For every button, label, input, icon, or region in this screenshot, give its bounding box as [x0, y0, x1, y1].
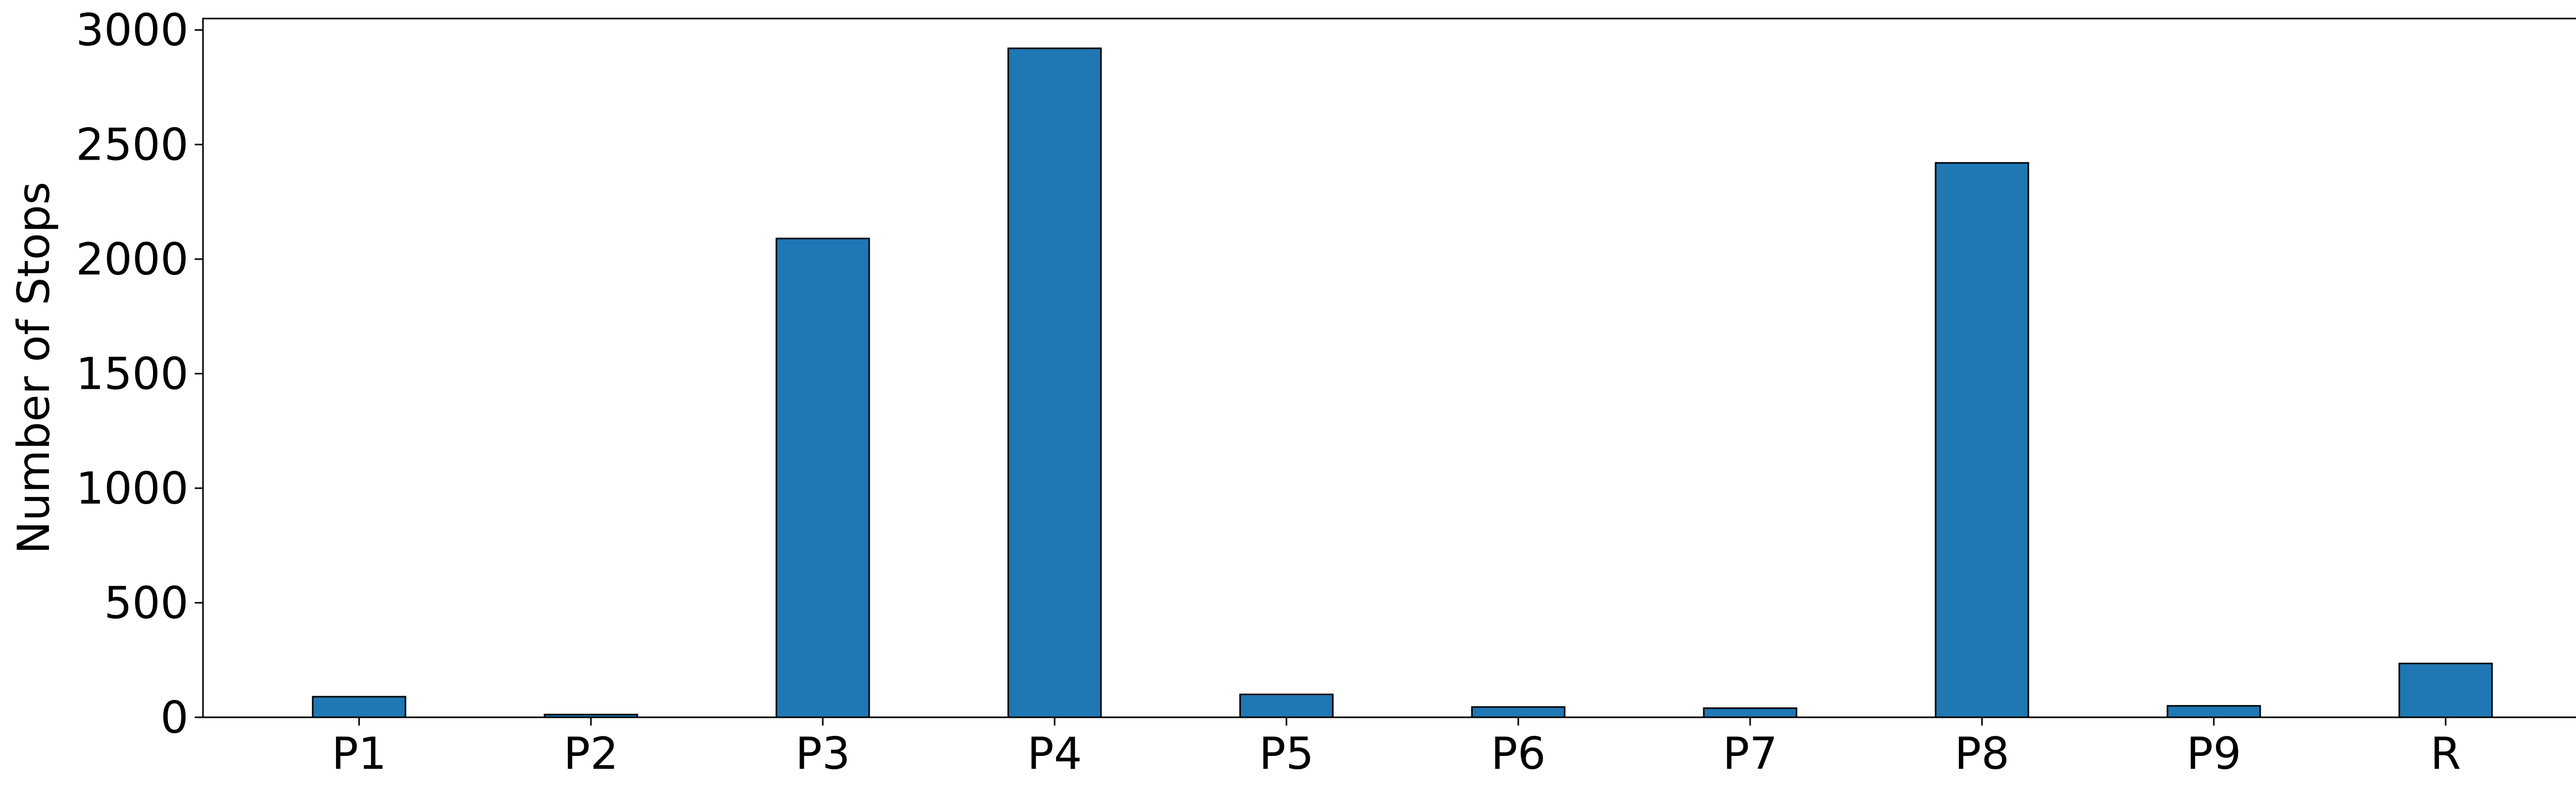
- bar-p5: [1239, 694, 1334, 718]
- bar-p7: [1703, 707, 1798, 718]
- x-tick-label: P3: [795, 728, 851, 780]
- y-tick-label: 1500: [76, 349, 189, 400]
- x-axis-ticks: P1 P2 P3 P4 P5 P6 P7 P8 P9 R: [332, 717, 2461, 780]
- x-tick-label: P4: [1027, 728, 1082, 780]
- bar-p1: [312, 696, 406, 718]
- bar-p6: [1471, 706, 1566, 718]
- bar-r: [2398, 662, 2493, 718]
- y-tick-label: 0: [160, 692, 189, 744]
- y-axis-label: Number of Stops: [8, 182, 60, 554]
- y-axis-ticks: 0 500 1000 1500 2000 2500 3000: [76, 5, 203, 744]
- y-tick-label: 500: [104, 578, 189, 629]
- x-tick-label: P8: [1955, 728, 2010, 780]
- plot-frame: [202, 18, 2576, 718]
- x-tick-label: P5: [1259, 728, 1314, 780]
- bars-group: [312, 47, 2493, 718]
- y-tick-label: 2000: [76, 234, 189, 285]
- x-tick-label: R: [2430, 728, 2461, 780]
- bar-p8: [1935, 162, 2029, 718]
- y-tick-label: 2500: [76, 119, 189, 171]
- bar-p3: [775, 237, 870, 718]
- x-tick-label: P9: [2187, 728, 2242, 780]
- x-tick-label: P6: [1491, 728, 1546, 780]
- bar-p9: [2166, 705, 2261, 718]
- x-tick-label: P1: [332, 728, 387, 780]
- bar-p4: [1007, 47, 1102, 718]
- x-tick-label: P7: [1723, 728, 1778, 780]
- y-tick-label: 1000: [76, 463, 189, 514]
- y-tick-label: 3000: [76, 5, 189, 56]
- x-tick-label: P2: [564, 728, 619, 780]
